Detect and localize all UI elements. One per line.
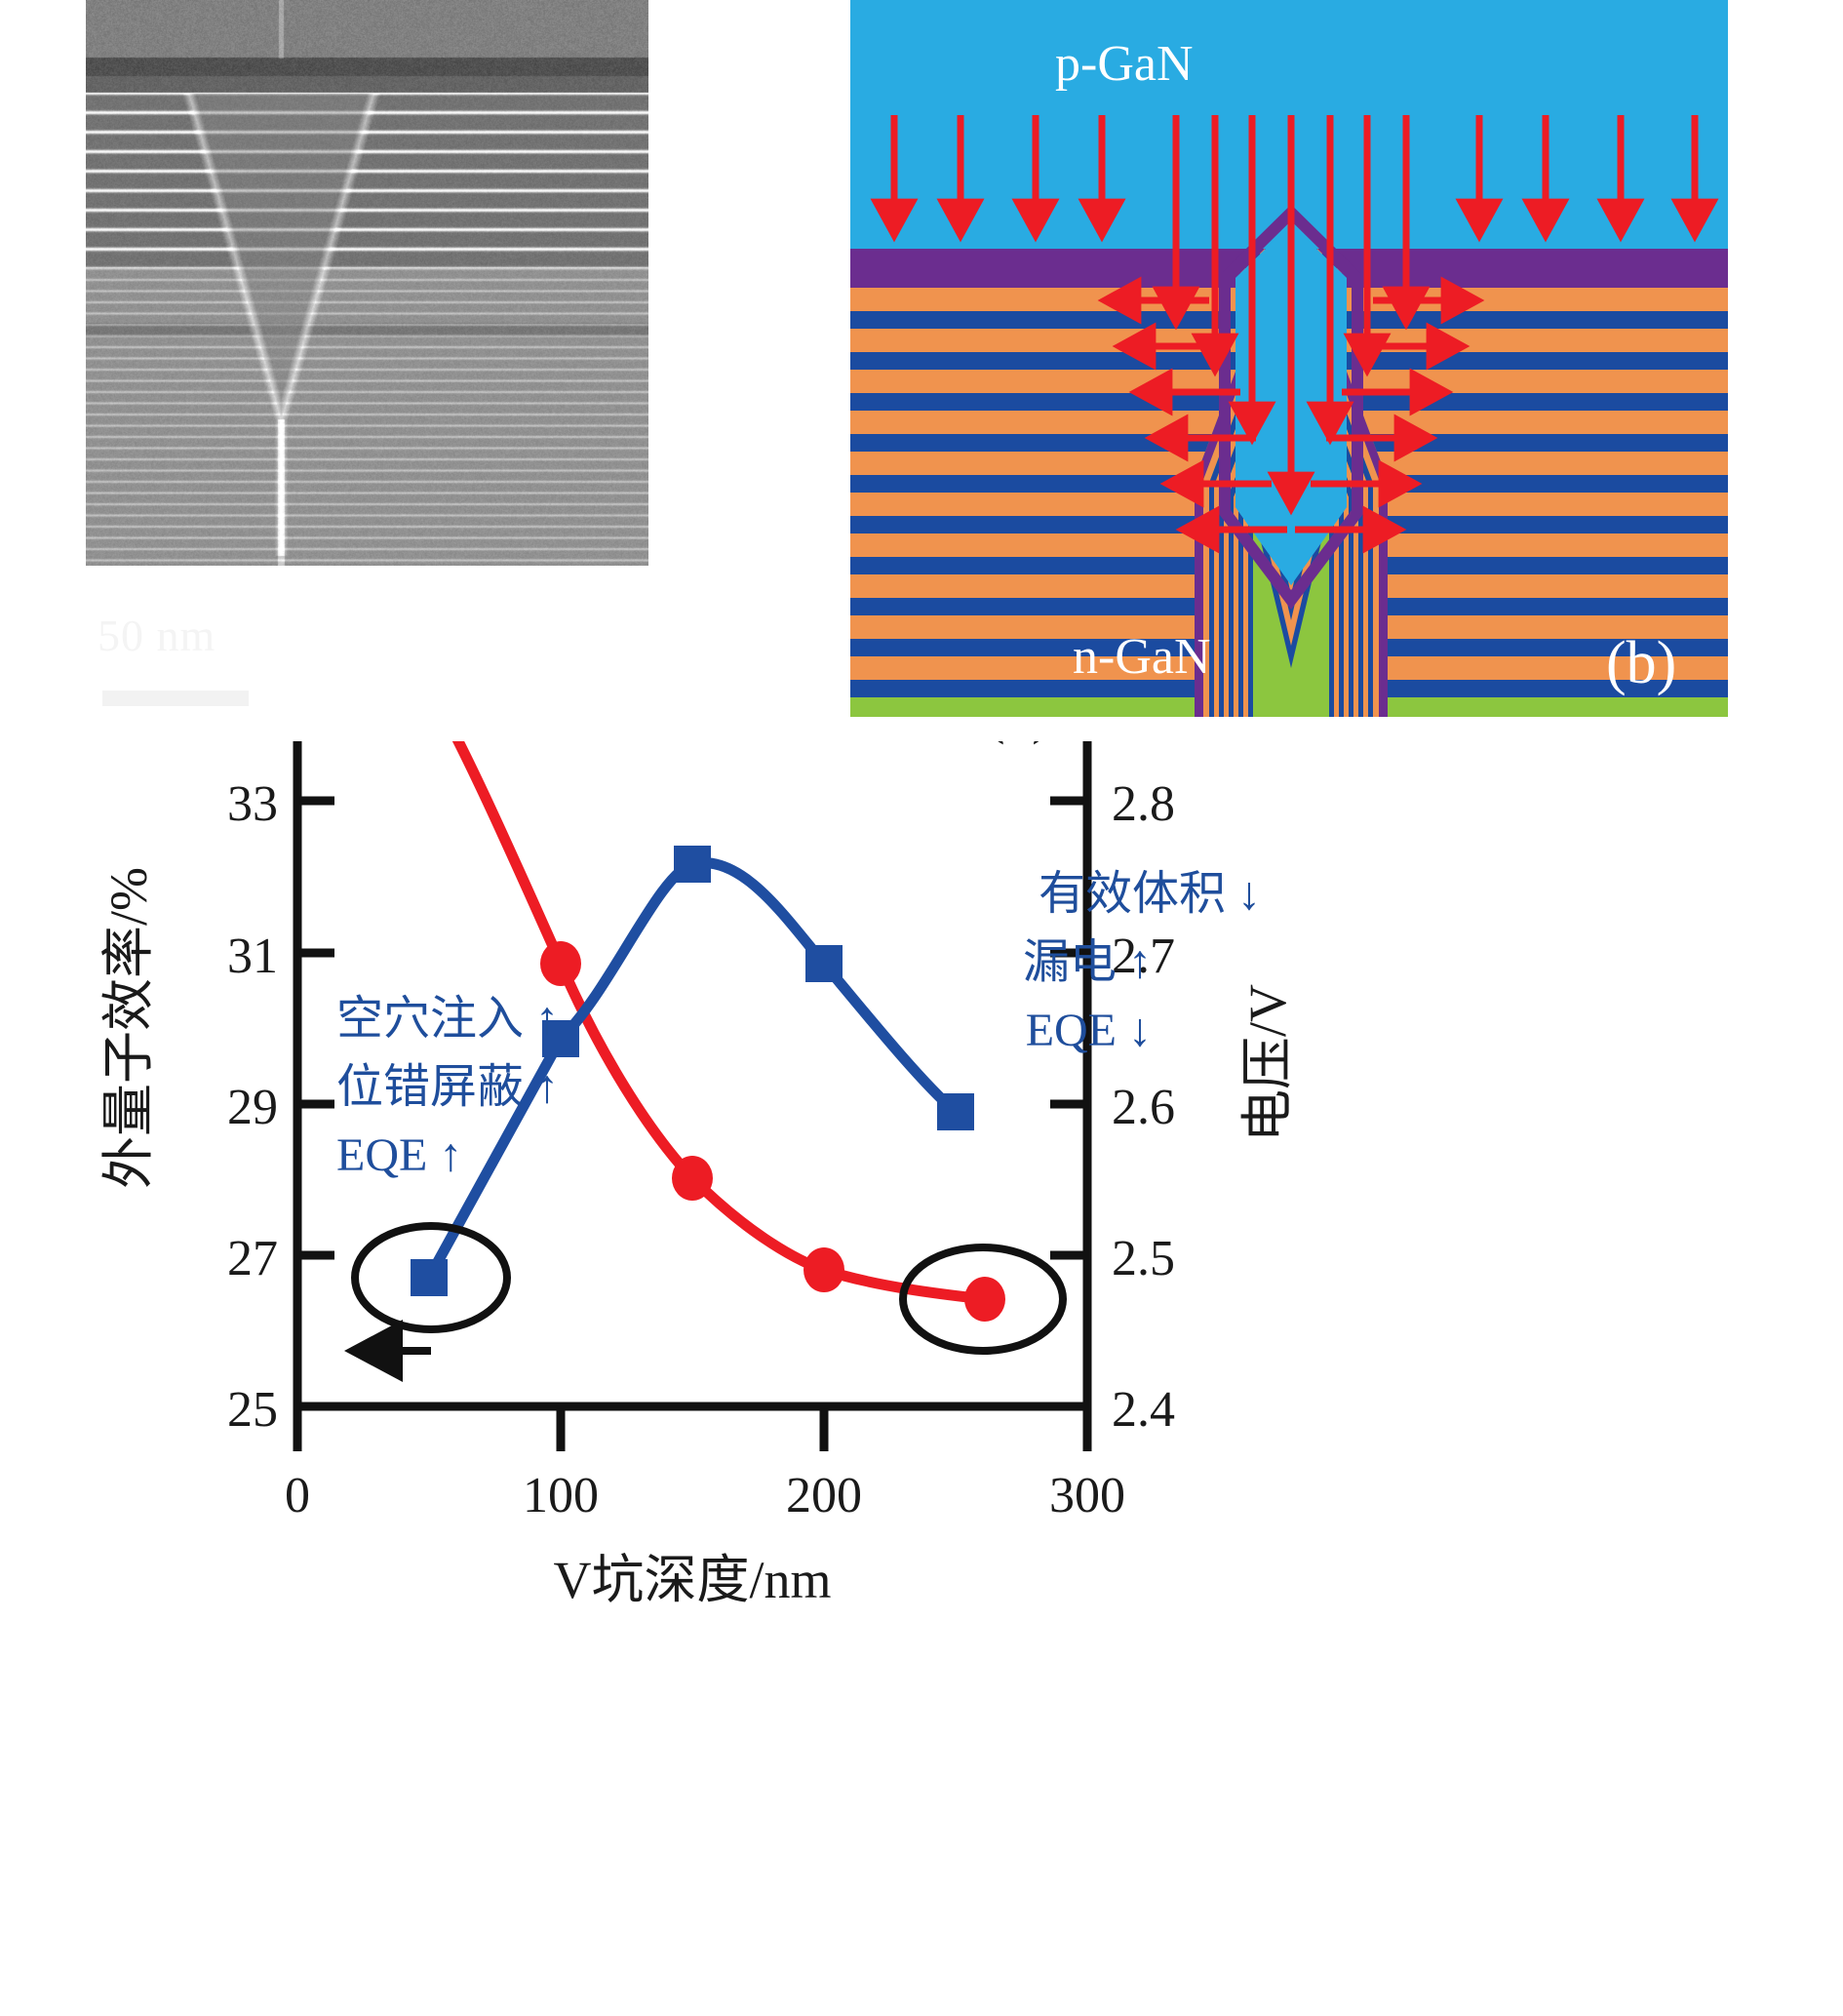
scalebar-label: 50 nm: [98, 611, 216, 660]
left-note-line-1: 空穴注入 ↑: [336, 993, 559, 1045]
right-note-line-3: EQE ↓: [1026, 1005, 1152, 1056]
y2tick-2.8: 2.8: [1112, 776, 1175, 832]
left-axis-ticks: [297, 796, 334, 1411]
eqe-point-50: [411, 1259, 448, 1296]
x-axis-title: V坑深度/nm: [553, 1551, 831, 1609]
eqe-point-150: [674, 846, 711, 883]
x-tick-labels: 0 100 200 300: [285, 1468, 1125, 1523]
panel-a-tag: (a): [673, 606, 740, 672]
right-note-line-2: 漏电 ↑: [1023, 936, 1152, 988]
annotation-right-note: 有效体积 ↓ 漏电 ↑ EQE ↓: [1023, 868, 1261, 1056]
vertical-hole-flux-arrows: [870, 115, 1719, 516]
p-gan-label: p-GaN: [1055, 36, 1194, 92]
annotation-left-note: 空穴注入 ↑ 位错屏蔽 ↑ EQE ↑: [336, 993, 559, 1181]
voltage-point-150: [672, 1156, 713, 1201]
eqe-point-250: [937, 1093, 974, 1130]
v-pit-ebl-liner: [1219, 204, 1363, 610]
y-axis-title: 外量子效率/%: [99, 867, 158, 1189]
y2tick-2.6: 2.6: [1112, 1080, 1175, 1135]
panel-b-schematic: p-GaN n-GaN (b): [850, 0, 1728, 717]
ytick-25: 25: [227, 1382, 278, 1438]
ytick-27: 27: [227, 1231, 278, 1286]
tem-image: [86, 0, 648, 566]
ytick-31: 31: [227, 929, 278, 984]
panel-c-tag: (c): [985, 741, 1052, 745]
xtick-200: 200: [786, 1468, 862, 1523]
xtick-0: 0: [285, 1468, 310, 1523]
plot-frame: [293, 741, 1092, 1411]
x-axis-ticks: [293, 1406, 1092, 1451]
panel-c-chart: 35 33 31 29 27 25 2.9 2.8 2.7 2.6 2.5 2.…: [0, 741, 1843, 2016]
y2tick-2.4: 2.4: [1112, 1382, 1175, 1438]
annotation-ellipse-left: [344, 1222, 511, 1382]
panel-a-tem-micrograph: [86, 0, 648, 566]
lateral-hole-spread-arrows: [1097, 276, 1485, 554]
y2tick-2.5: 2.5: [1112, 1231, 1175, 1286]
eqe-point-100: [542, 1020, 579, 1057]
left-tick-labels: 35 33 31 29 27 25: [227, 776, 278, 1438]
voltage-point-100: [540, 941, 581, 986]
right-note-line-1: 有效体积 ↓: [1039, 868, 1261, 920]
y2-axis-title: 电压/V: [1238, 984, 1297, 1142]
ytick-29: 29: [227, 1080, 278, 1135]
xtick-100: 100: [523, 1468, 599, 1523]
xtick-300: 300: [1049, 1468, 1125, 1523]
scalebar: [102, 691, 249, 706]
n-gan-label: n-GaN: [1073, 629, 1211, 685]
ytick-33: 33: [227, 776, 278, 832]
annotation-ellipse-right: [899, 1244, 1067, 1355]
right-axis-ticks: [1050, 796, 1087, 1411]
left-note-line-3: EQE ↑: [336, 1129, 462, 1181]
left-note-line-2: 位错屏蔽 ↑: [336, 1061, 559, 1113]
eqe-point-200: [805, 945, 843, 982]
series-voltage: [451, 741, 1005, 1322]
panel-b-tag: (b): [1606, 630, 1676, 696]
y2tick-2.7: 2.7: [1112, 929, 1175, 984]
schematic-body: p-GaN n-GaN (b): [850, 0, 1728, 717]
right-tick-labels: 2.9 2.8 2.7 2.6 2.5 2.4: [1112, 776, 1175, 1438]
series-eqe: [411, 846, 974, 1296]
voltage-point-250: [964, 1277, 1005, 1322]
voltage-point-200: [804, 1247, 844, 1292]
